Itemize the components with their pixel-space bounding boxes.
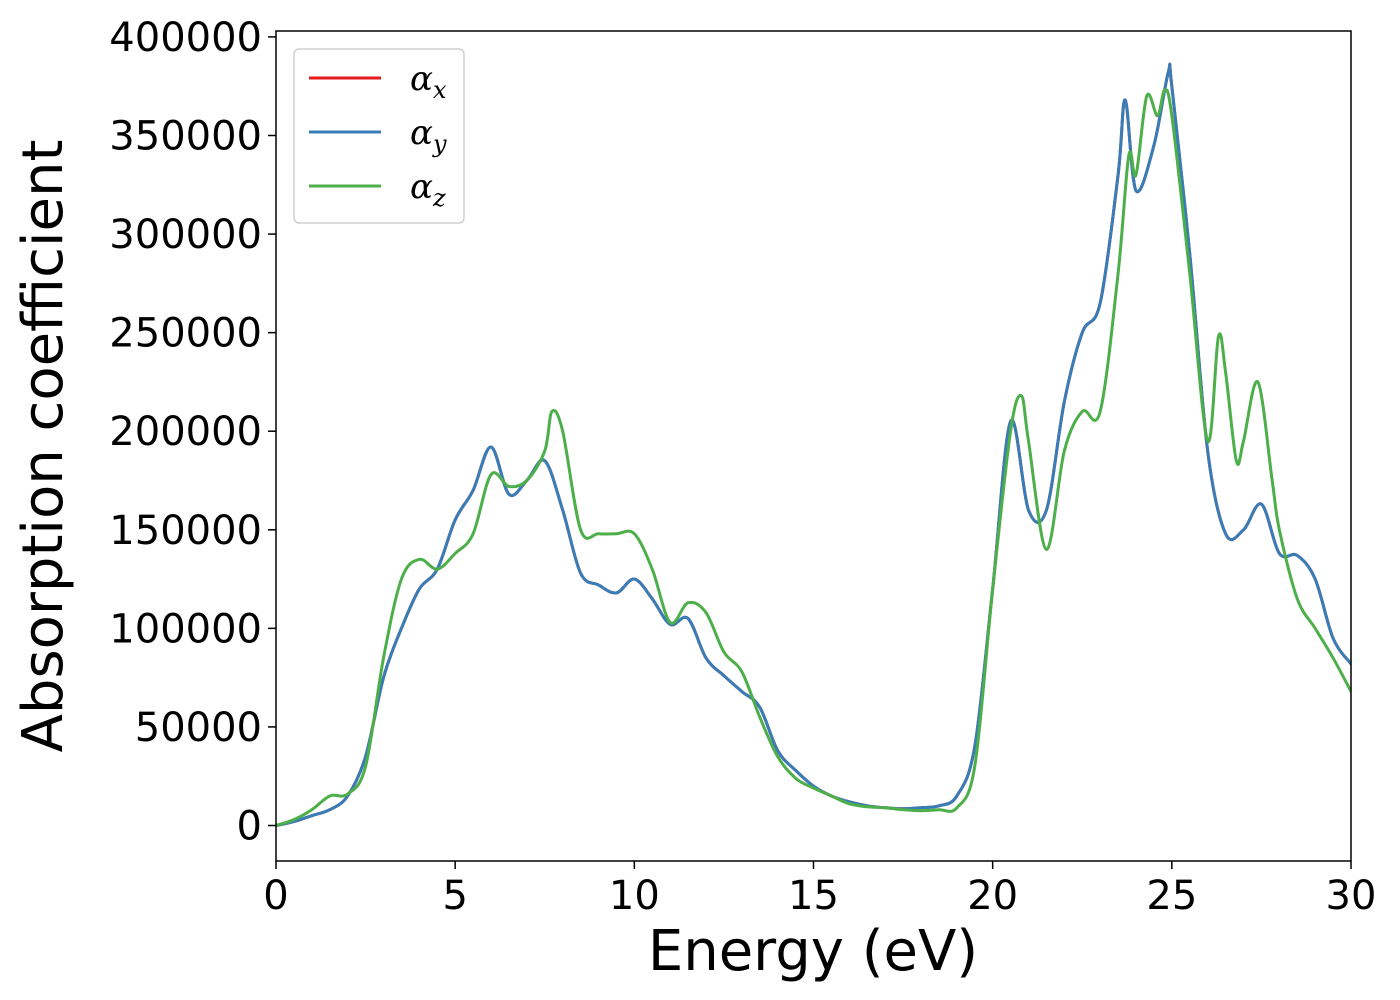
series-layer — [276, 62, 1351, 828]
y-tick-label: 0 — [237, 804, 262, 850]
legend-label-subscript: x — [433, 76, 447, 104]
x-tick-label: 30 — [1326, 873, 1377, 919]
x-tick-label: 0 — [263, 873, 288, 919]
legend-label-subscript: y — [432, 130, 447, 158]
legend-label-base: α — [410, 113, 433, 153]
x-tick-label: 20 — [967, 873, 1018, 919]
x-tick-label: 15 — [788, 873, 839, 919]
y-axis: 0 50000 100000 150000 200000 250000 300000 3500… — [109, 15, 276, 850]
legend-label-base: α — [410, 59, 433, 99]
y-tick-label: 100000 — [109, 606, 262, 652]
x-tick-label: 10 — [609, 873, 660, 919]
legend-label-y: αy — [410, 113, 447, 158]
y-tick-label: 300000 — [109, 212, 262, 258]
x-tick-label: 5 — [442, 873, 467, 919]
y-tick-label: 400000 — [109, 15, 262, 61]
legend-box — [293, 48, 465, 224]
y-axis-title: Absorption coefficient — [11, 140, 76, 753]
x-tick-label: 25 — [1146, 873, 1197, 919]
legend-label-subscript: z — [432, 184, 446, 212]
y-tick-label: 250000 — [109, 311, 262, 357]
y-tick-label: 150000 — [109, 508, 262, 554]
y-tick-label: 50000 — [135, 705, 262, 751]
legend-label-x: αx — [410, 59, 447, 104]
legend-label-z: αz — [410, 167, 446, 212]
y-tick-label: 200000 — [109, 409, 262, 455]
y-tick-label: 350000 — [109, 113, 262, 159]
x-axis: 0 5 10 15 20 25 30 — [263, 861, 1376, 919]
legend-label-base: α — [410, 167, 433, 207]
series-line-z — [276, 88, 1351, 828]
x-axis-title: Energy (eV) — [648, 919, 978, 984]
